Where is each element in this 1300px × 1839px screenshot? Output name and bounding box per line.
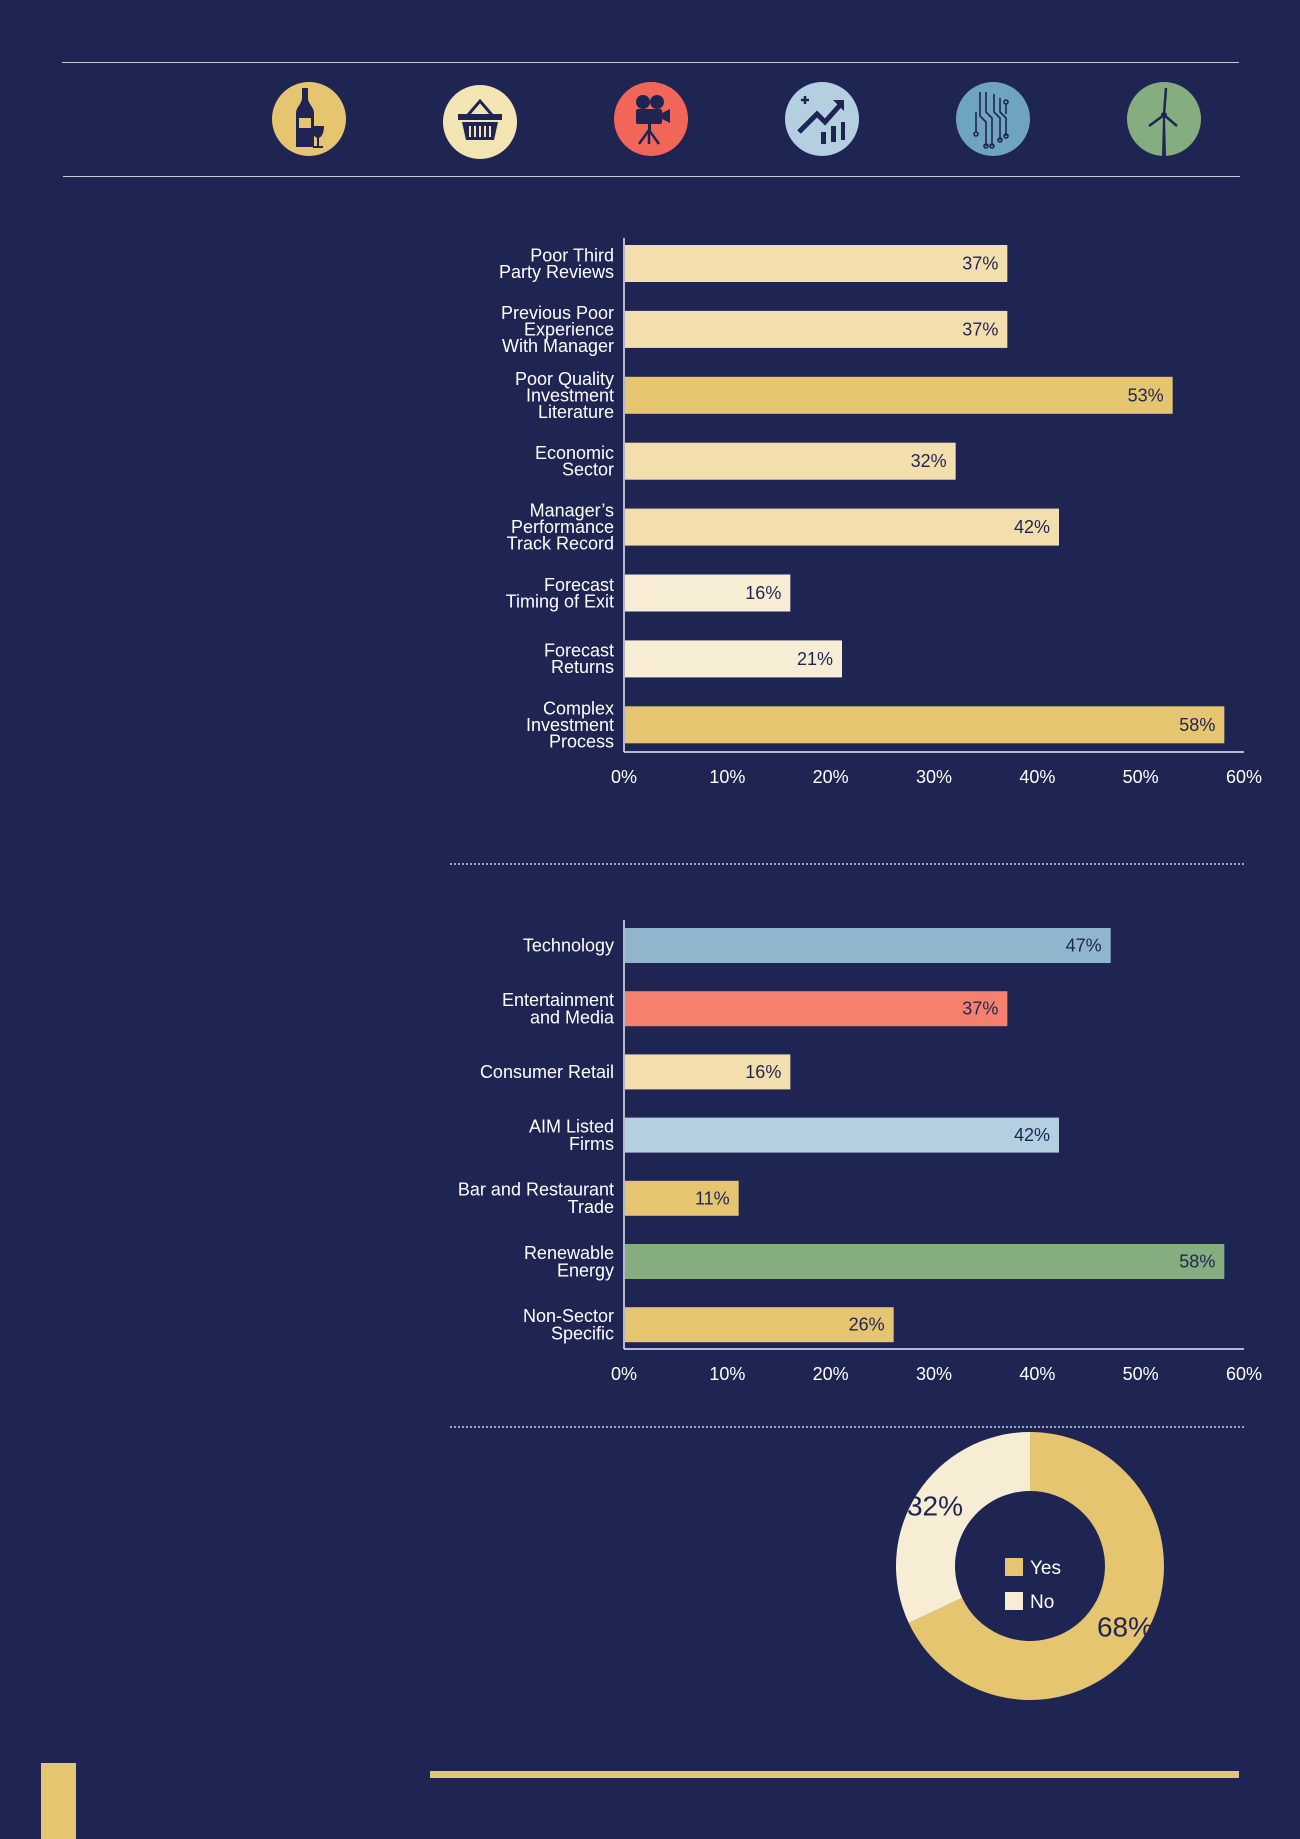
x-tick-label: 0% xyxy=(611,1364,637,1384)
x-tick-label: 60% xyxy=(1226,1364,1262,1384)
bar xyxy=(625,991,1008,1027)
x-tick-label: 20% xyxy=(813,767,849,787)
bar xyxy=(625,442,956,480)
bar xyxy=(625,706,1225,744)
x-tick-label: 10% xyxy=(709,1364,745,1384)
legend-label: Yes xyxy=(1030,1558,1061,1579)
bar-value-label: 37% xyxy=(962,319,998,339)
category-label: Forecast Returns xyxy=(544,641,614,678)
section-divider-1 xyxy=(450,863,1244,865)
bar-value-label: 53% xyxy=(1128,385,1164,405)
bar xyxy=(625,245,1008,282)
donut-slice xyxy=(908,1432,1164,1700)
x-tick-label: 50% xyxy=(1123,767,1159,787)
bar-value-label: 32% xyxy=(911,451,947,471)
x-tick-label: 0% xyxy=(611,767,637,787)
bar-value-label: 47% xyxy=(1066,936,1102,956)
x-tick-label: 20% xyxy=(813,1364,849,1384)
donut-value-label: 68% xyxy=(1097,1611,1153,1642)
x-tick-label: 40% xyxy=(1019,1364,1055,1384)
category-label: Technology xyxy=(523,936,614,956)
category-label: Complex Investment Process xyxy=(526,698,614,751)
bar xyxy=(625,640,842,678)
legend-swatch xyxy=(1005,1558,1023,1576)
x-tick-label: 50% xyxy=(1123,1364,1159,1384)
bar-value-label: 37% xyxy=(962,254,998,274)
bar xyxy=(625,1307,894,1343)
x-tick-label: 10% xyxy=(709,767,745,787)
stock-chart-icon xyxy=(785,82,859,156)
category-label: Non-Sector Specific xyxy=(523,1306,614,1344)
x-tick-label: 60% xyxy=(1226,767,1262,787)
category-label: Manager’s Performance Track Record xyxy=(507,501,614,554)
donut-value-label: 32% xyxy=(907,1491,963,1522)
bar xyxy=(625,376,1173,414)
footer-gold-block xyxy=(41,1763,76,1839)
shopping-basket-icon xyxy=(443,85,517,159)
bar-value-label: 42% xyxy=(1014,1125,1050,1145)
category-label: Economic Sector xyxy=(535,443,614,480)
bar-value-label: 42% xyxy=(1014,517,1050,537)
bar xyxy=(625,1244,1225,1279)
bar-value-label: 37% xyxy=(962,999,998,1019)
category-label: Consumer Retail xyxy=(480,1062,614,1082)
x-tick-label: 30% xyxy=(916,1364,952,1384)
header-top-rule xyxy=(62,62,1239,63)
category-label: Previous Poor Experience With Manager xyxy=(501,303,614,356)
bar-value-label: 26% xyxy=(849,1315,885,1335)
category-label: Renewable Energy xyxy=(524,1243,614,1281)
bar-value-label: 58% xyxy=(1179,715,1215,735)
wine-bottle-glass-icon xyxy=(272,82,346,156)
bar xyxy=(625,310,1008,348)
donut-slice xyxy=(895,1432,1030,1624)
bar xyxy=(625,928,1111,963)
circuit-board-icon xyxy=(956,82,1030,156)
section-divider-2 xyxy=(450,1426,1244,1428)
x-tick-label: 40% xyxy=(1019,767,1055,787)
film-camera-icon xyxy=(614,82,688,156)
bar xyxy=(625,508,1059,546)
bar-value-label: 16% xyxy=(745,583,781,603)
bar-value-label: 11% xyxy=(695,1188,730,1208)
bar xyxy=(625,1117,1059,1153)
category-label: AIM Listed Firms xyxy=(529,1116,614,1154)
category-label: Entertainment and Media xyxy=(502,990,615,1027)
x-tick-label: 30% xyxy=(916,767,952,787)
category-label: Poor Quality Investment Literature xyxy=(515,369,614,422)
bar-value-label: 16% xyxy=(745,1062,781,1082)
bar-value-label: 21% xyxy=(797,649,833,669)
legend-label: No xyxy=(1030,1592,1054,1613)
category-label: Bar and Restaurant Trade xyxy=(458,1180,614,1218)
wind-turbine-icon xyxy=(1127,82,1201,156)
bar-value-label: 58% xyxy=(1179,1252,1215,1272)
category-label: Forecast Timing of Exit xyxy=(506,575,614,612)
category-label: Poor Third Party Reviews xyxy=(499,245,614,282)
bar xyxy=(625,1180,739,1216)
legend-swatch xyxy=(1005,1592,1023,1610)
footer-gold-rule xyxy=(430,1771,1239,1778)
bar xyxy=(625,574,791,612)
header-bottom-rule xyxy=(63,176,1240,177)
bar xyxy=(625,1054,791,1090)
